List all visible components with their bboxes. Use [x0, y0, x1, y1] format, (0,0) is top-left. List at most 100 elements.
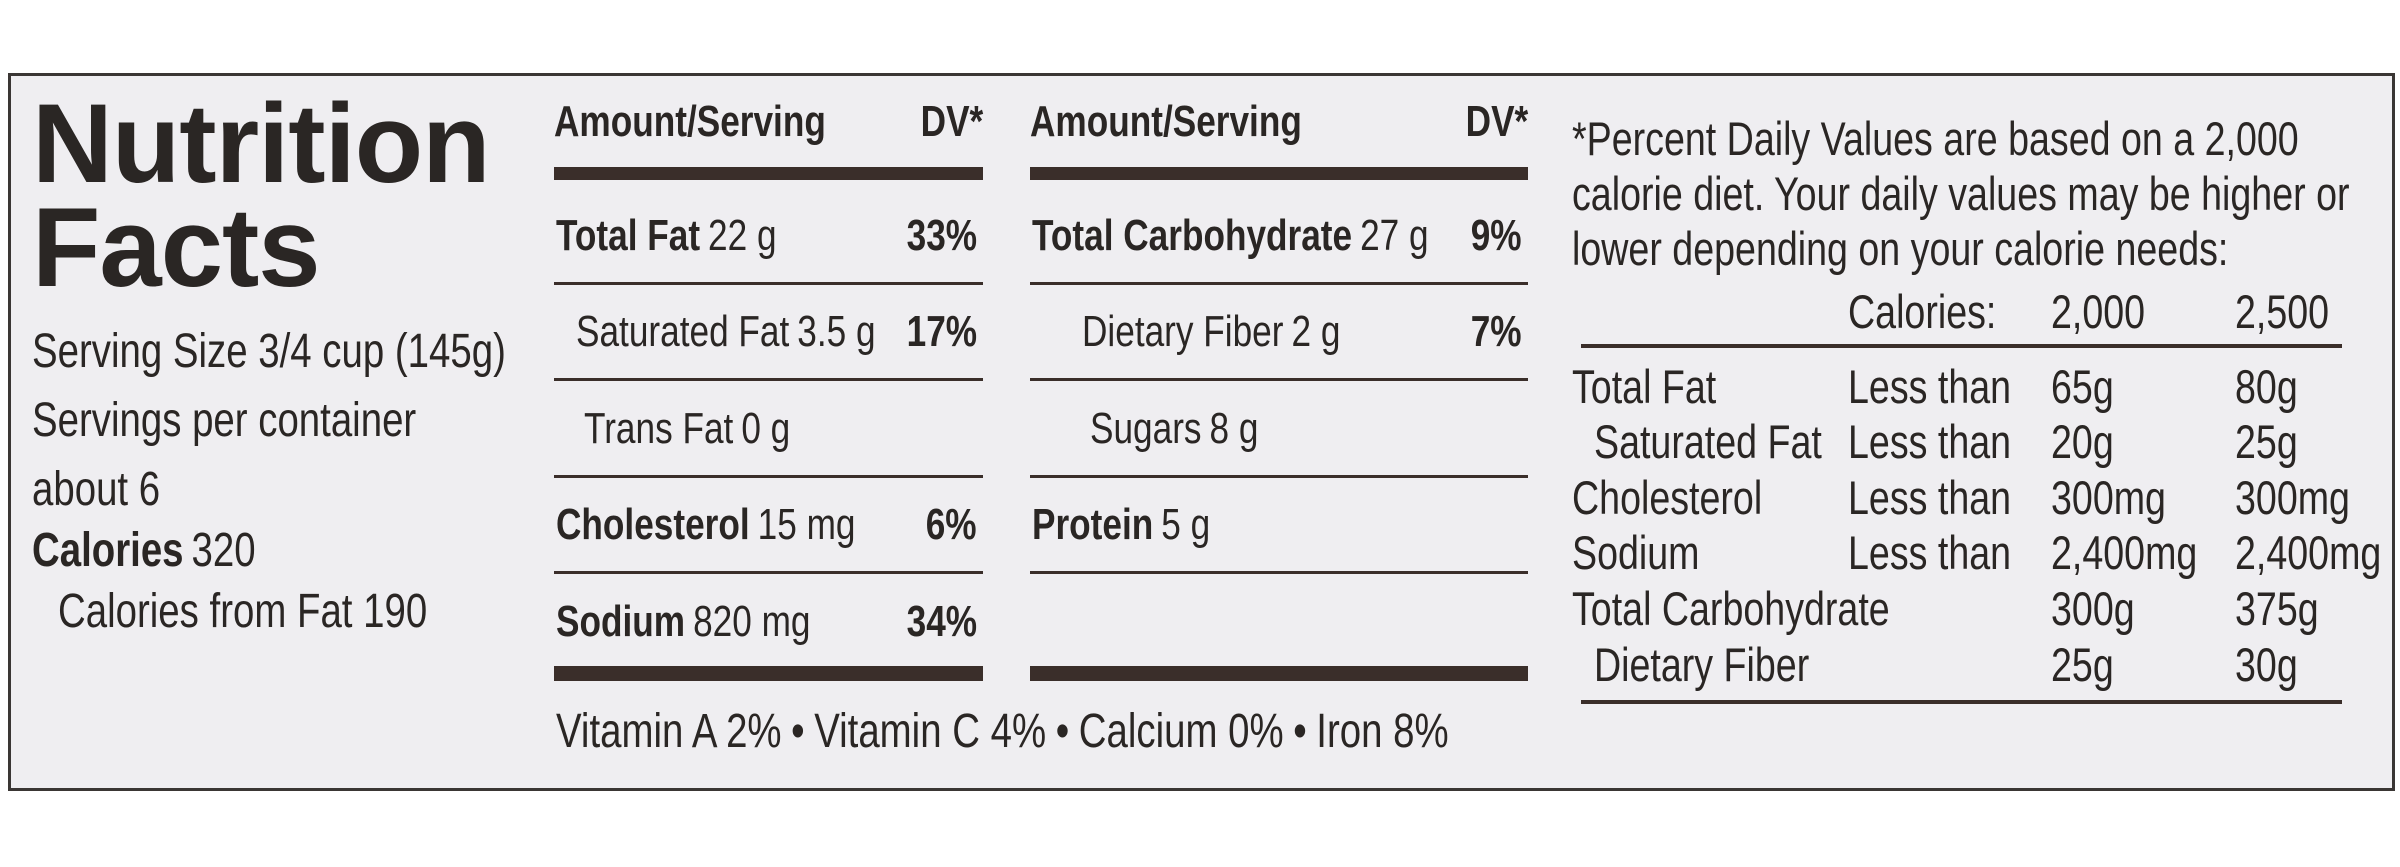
dv-name-text: Cholesterol: [1572, 470, 1763, 524]
dv-2000-text: 65g: [2051, 359, 2114, 413]
dv-qualifier: Less than: [1848, 474, 2011, 521]
dv-2500: 375g: [2235, 585, 2319, 632]
dv-qualifier-text: Less than: [1848, 470, 2012, 524]
nutrient-amount: 0 g: [741, 404, 791, 453]
dv-2500-text: 25g: [2235, 415, 2298, 469]
calories-label: Calories: [32, 524, 184, 577]
title: Nutrition Facts: [32, 88, 491, 304]
dv-2000-text: 20g: [2051, 415, 2114, 469]
nutrient-dv-text: 7%: [1471, 307, 1522, 356]
vitamin: Vitamin C 4%: [814, 705, 1047, 758]
column-header-text: DV*: [1465, 97, 1528, 146]
footnote-line-text: lower depending on your calorie needs:: [1572, 221, 2229, 275]
rule: [554, 571, 983, 574]
dv-name-text: Total Fat: [1572, 359, 1717, 413]
dv-header-text: 2,000: [2051, 284, 2146, 338]
serving-line-text: Servings per container: [32, 394, 417, 447]
nutrient-row: Sodium 820 mg: [556, 600, 810, 644]
serving-line: Serving Size 3/4 cup (145g): [32, 328, 506, 376]
dv-2000-text: 2,400mg: [2051, 526, 2198, 580]
nutrient-amount: 8 g: [1209, 404, 1259, 453]
dv-2000: 65g: [2051, 363, 2114, 410]
rule: [1030, 167, 1528, 180]
dv-2000-text: 300mg: [2051, 470, 2166, 524]
nutrient-name: Total Carbohydrate: [1032, 211, 1353, 260]
nutrient-name: Protein: [1032, 500, 1154, 549]
dv-2000: 300g: [2051, 585, 2135, 632]
vitamin: Calcium 0%: [1078, 705, 1284, 758]
rule: [554, 282, 983, 285]
dv-qualifier-text: Less than: [1848, 526, 2012, 580]
dv-name-text: Sodium: [1572, 526, 1700, 580]
nutrient-row: Saturated Fat 3.5 g: [576, 310, 876, 354]
rule: [1581, 700, 2342, 704]
nutrient-name: Cholesterol: [556, 500, 750, 549]
nutrient-dv: 34%: [907, 600, 977, 644]
calories-from-fat-text: Calories from Fat 190: [58, 585, 428, 638]
dv-2500: 30g: [2235, 641, 2298, 688]
dv-2500: 25g: [2235, 418, 2298, 465]
dv-qualifier: Less than: [1848, 529, 2011, 576]
rule: [1030, 282, 1528, 285]
column-header-text: DV*: [920, 97, 983, 146]
dv-name: Total Fat: [1572, 363, 1716, 410]
nutrient-amount: 5 g: [1161, 500, 1211, 549]
column-header: DV*: [920, 100, 983, 144]
vitamin: Vitamin A 2%: [556, 705, 782, 758]
serving-line: about 6: [32, 466, 160, 514]
rule: [1030, 475, 1528, 478]
nutrient-name: Trans Fat: [584, 404, 734, 453]
vitamin: Iron 8%: [1316, 705, 1449, 758]
title-text: Nutrition Facts: [32, 81, 491, 310]
dv-2500: 300mg: [2235, 474, 2350, 521]
dv-2000: 300mg: [2051, 474, 2166, 521]
nutrient-name: Sugars: [1090, 404, 1202, 453]
calories-from-fat: Calories from Fat 190: [58, 588, 427, 636]
dv-name: Dietary Fiber: [1594, 641, 1809, 688]
nutrient-dv-text: 9%: [1471, 211, 1522, 260]
dv-qualifier-text: Less than: [1848, 359, 2012, 413]
footnote-line-text: *Percent Daily Values are based on a 2,0…: [1572, 111, 2299, 165]
dv-2500: 2,400mg: [2235, 529, 2381, 576]
nutrient-dv-text: 6%: [926, 500, 977, 549]
nutrient-name: Total Fat: [556, 211, 701, 260]
dv-2500-text: 80g: [2235, 359, 2298, 413]
nutrient-row: Sugars 8 g: [1090, 407, 1258, 451]
serving-line-text: Serving Size 3/4 cup (145g): [32, 325, 506, 378]
bullet: •: [791, 705, 805, 758]
rule: [554, 167, 983, 180]
footnote-line: lower depending on your calorie needs:: [1572, 225, 2228, 272]
dv-name: Sodium: [1572, 529, 1699, 576]
bullet: •: [1293, 705, 1307, 758]
dv-name-text: Dietary Fiber: [1594, 637, 1810, 691]
column-header-text: Amount/Serving: [554, 97, 826, 146]
nutrient-name: Saturated Fat: [576, 307, 790, 356]
dv-2000-text: 300g: [2051, 581, 2135, 635]
dv-header: Calories:: [1848, 288, 1996, 335]
nutrient-dv-text: 34%: [906, 597, 977, 646]
nutrient-amount: 2 g: [1291, 307, 1341, 356]
dv-qualifier-text: Less than: [1848, 415, 2012, 469]
nutrient-row: Trans Fat 0 g: [584, 407, 790, 451]
nutrient-dv-text: 33%: [906, 211, 977, 260]
dv-2500: 80g: [2235, 363, 2298, 410]
nutrient-dv: 6%: [926, 503, 977, 547]
calories: Calories 320: [32, 527, 256, 575]
dv-header: 2,000: [2051, 288, 2145, 335]
nutrient-dv: 9%: [1471, 214, 1522, 258]
rule: [1030, 666, 1528, 681]
dv-2000-text: 25g: [2051, 637, 2114, 691]
nutrient-name: Dietary Fiber: [1082, 307, 1284, 356]
column-header: Amount/Serving: [554, 100, 826, 144]
nutrient-row: Cholesterol 15 mg: [556, 503, 855, 547]
dv-2000: 2,400mg: [2051, 529, 2197, 576]
dv-name: Saturated Fat: [1594, 418, 1822, 465]
nutrient-dv: 17%: [907, 310, 977, 354]
dv-qualifier: Less than: [1848, 363, 2011, 410]
dv-header-text: Calories:: [1848, 284, 1997, 338]
dv-2000: 20g: [2051, 418, 2114, 465]
nutrient-amount: 3.5 g: [797, 307, 876, 356]
nutrient-row: Protein 5 g: [1032, 503, 1210, 547]
column-header: DV*: [1465, 100, 1528, 144]
serving-line-text: about 6: [32, 463, 161, 516]
